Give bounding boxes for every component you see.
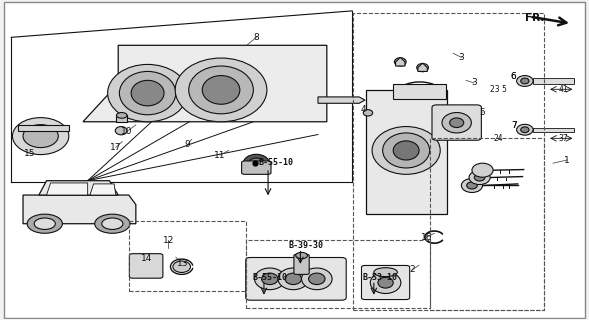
- Polygon shape: [83, 45, 327, 122]
- Text: 4: 4: [361, 105, 366, 114]
- Text: 3: 3: [471, 78, 477, 87]
- Ellipse shape: [117, 113, 127, 118]
- Ellipse shape: [254, 268, 285, 290]
- Polygon shape: [18, 125, 69, 131]
- Ellipse shape: [461, 179, 482, 193]
- Polygon shape: [393, 84, 446, 100]
- Polygon shape: [90, 184, 116, 195]
- Text: 10: 10: [121, 127, 133, 136]
- Ellipse shape: [383, 133, 429, 168]
- Polygon shape: [418, 63, 427, 71]
- Text: 37: 37: [559, 134, 568, 143]
- FancyBboxPatch shape: [533, 78, 574, 84]
- Ellipse shape: [23, 124, 58, 148]
- Text: B-39-30: B-39-30: [289, 241, 323, 250]
- Ellipse shape: [442, 113, 471, 133]
- Text: 16: 16: [421, 233, 432, 242]
- Ellipse shape: [466, 182, 477, 189]
- Text: 6: 6: [510, 72, 516, 81]
- Ellipse shape: [449, 118, 464, 127]
- Ellipse shape: [374, 268, 398, 276]
- Ellipse shape: [296, 252, 307, 259]
- Ellipse shape: [95, 214, 130, 233]
- Ellipse shape: [472, 163, 493, 177]
- Polygon shape: [366, 90, 447, 214]
- Ellipse shape: [102, 218, 123, 229]
- Ellipse shape: [517, 124, 533, 135]
- Ellipse shape: [370, 272, 401, 293]
- Text: 12: 12: [163, 236, 174, 245]
- Ellipse shape: [175, 58, 267, 122]
- Text: B-55-10: B-55-10: [252, 273, 287, 282]
- Ellipse shape: [243, 154, 269, 172]
- Polygon shape: [396, 57, 405, 66]
- Text: 3: 3: [458, 53, 464, 62]
- Ellipse shape: [521, 127, 529, 132]
- FancyBboxPatch shape: [241, 161, 271, 174]
- Ellipse shape: [131, 80, 164, 106]
- Polygon shape: [318, 97, 365, 103]
- Text: 7: 7: [511, 121, 517, 131]
- Text: 24: 24: [494, 134, 503, 143]
- Ellipse shape: [278, 268, 309, 290]
- Ellipse shape: [262, 273, 278, 284]
- Text: B-53-10: B-53-10: [362, 273, 397, 282]
- Text: 23 5: 23 5: [490, 85, 507, 94]
- Ellipse shape: [363, 110, 373, 116]
- Ellipse shape: [302, 268, 332, 290]
- Ellipse shape: [34, 218, 55, 229]
- FancyBboxPatch shape: [432, 105, 481, 140]
- Polygon shape: [117, 116, 127, 122]
- Ellipse shape: [309, 273, 325, 284]
- Ellipse shape: [202, 76, 240, 104]
- Ellipse shape: [188, 66, 253, 114]
- Ellipse shape: [12, 118, 69, 155]
- Text: FR.: FR.: [525, 13, 544, 23]
- Polygon shape: [23, 195, 136, 224]
- FancyBboxPatch shape: [294, 254, 309, 274]
- Text: 11: 11: [214, 151, 226, 160]
- Ellipse shape: [469, 171, 490, 185]
- FancyBboxPatch shape: [362, 266, 410, 300]
- FancyBboxPatch shape: [130, 254, 163, 278]
- Ellipse shape: [249, 158, 264, 168]
- FancyBboxPatch shape: [533, 127, 574, 132]
- Text: B-55-10: B-55-10: [258, 158, 293, 167]
- Ellipse shape: [393, 141, 419, 160]
- Ellipse shape: [120, 71, 176, 115]
- Text: 8: 8: [253, 33, 259, 42]
- Ellipse shape: [517, 76, 533, 86]
- Text: 1: 1: [564, 156, 570, 164]
- Text: 5: 5: [479, 108, 485, 117]
- Text: 6: 6: [510, 72, 516, 81]
- Text: 15: 15: [24, 149, 36, 158]
- Polygon shape: [47, 183, 88, 195]
- Ellipse shape: [372, 126, 440, 174]
- Text: 13: 13: [177, 259, 188, 268]
- Ellipse shape: [521, 78, 529, 84]
- Ellipse shape: [417, 63, 428, 72]
- Text: 9: 9: [185, 140, 190, 149]
- Text: 2: 2: [409, 265, 415, 275]
- FancyBboxPatch shape: [246, 258, 346, 300]
- Text: 41: 41: [559, 85, 568, 94]
- FancyBboxPatch shape: [4, 2, 585, 318]
- Ellipse shape: [395, 58, 406, 66]
- Ellipse shape: [474, 174, 485, 181]
- Ellipse shape: [285, 273, 302, 284]
- Ellipse shape: [27, 214, 62, 233]
- Ellipse shape: [378, 277, 393, 288]
- Text: 17: 17: [110, 143, 121, 152]
- Ellipse shape: [173, 261, 190, 272]
- Text: 7: 7: [511, 121, 517, 131]
- Text: 14: 14: [141, 254, 152, 263]
- Polygon shape: [39, 181, 118, 195]
- Ellipse shape: [108, 64, 187, 122]
- Ellipse shape: [115, 126, 127, 135]
